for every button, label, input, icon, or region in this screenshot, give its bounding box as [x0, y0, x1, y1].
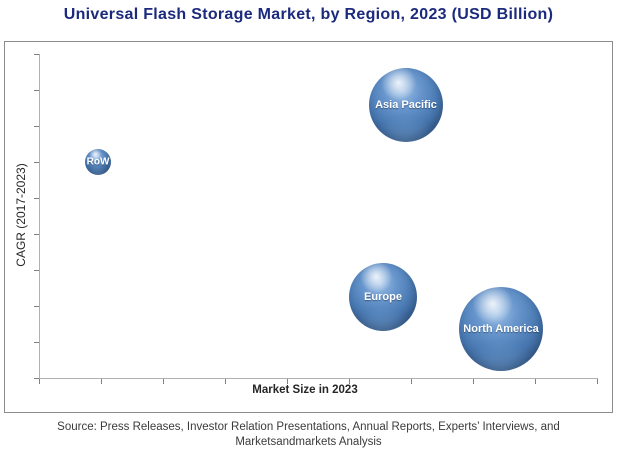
bubble-row: RoW [85, 149, 111, 175]
x-axis-tick [163, 379, 164, 384]
source-line-2: Marketsandmarkets Analysis [235, 436, 382, 448]
x-axis-tick [473, 379, 474, 384]
bubble-label: North America [463, 323, 539, 335]
x-axis-line [39, 378, 598, 379]
y-axis-tick [34, 378, 39, 379]
source-line-1: Source: Press Releases, Investor Relatio… [57, 421, 560, 433]
x-axis-tick [39, 379, 40, 384]
y-axis-line [39, 54, 40, 378]
y-axis-tick [34, 54, 39, 55]
x-axis-tick [287, 379, 288, 384]
bubble-europe: Europe [349, 263, 417, 331]
bubble-asia-pacific: Asia Pacific [369, 68, 443, 142]
bubble-label: RoW [86, 156, 110, 168]
x-axis-title: Market Size in 2023 [252, 384, 358, 396]
x-axis-tick [101, 379, 102, 384]
chart-title: Universal Flash Storage Market, by Regio… [63, 6, 554, 23]
y-axis-tick [34, 162, 39, 163]
y-axis-tick [34, 90, 39, 91]
x-axis-tick [349, 379, 350, 384]
bubble-label: Asia Pacific [375, 99, 437, 111]
y-axis-tick [34, 234, 39, 235]
y-axis-tick [34, 270, 39, 271]
y-axis-tick [34, 126, 39, 127]
x-axis-tick [225, 379, 226, 384]
x-axis-tick [535, 379, 536, 384]
y-axis-title: CAGR (2017-2023) [14, 163, 28, 267]
x-axis-tick [597, 379, 598, 384]
y-axis-tick [34, 198, 39, 199]
y-axis-tick [34, 306, 39, 307]
source-note: Source: Press Releases, Investor Relatio… [0, 420, 617, 450]
y-axis-tick [34, 342, 39, 343]
x-axis-tick [411, 379, 412, 384]
bubble-north-america: North America [459, 287, 543, 371]
bubble-label: Europe [364, 291, 402, 303]
